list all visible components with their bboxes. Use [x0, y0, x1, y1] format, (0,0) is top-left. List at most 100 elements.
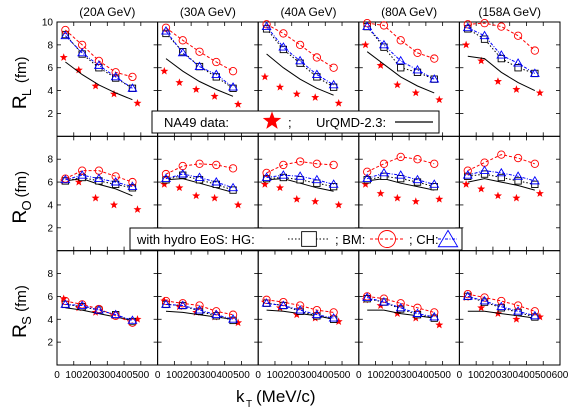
axis-labels: 2 4 6 8 10 2 4 6 8 2 4 6 8 (20A GeV) (30A GeV) (40A GeV…	[10, 5, 569, 410]
point-star	[110, 200, 118, 209]
legend-hg-label: with hydro EoS: HG:	[136, 232, 255, 247]
legend-data-model: NA49 data: ; UrQMD-2.3:	[151, 110, 440, 134]
point-triangle	[462, 291, 473, 300]
point-star	[376, 61, 385, 69]
series-line-triangle	[467, 170, 535, 182]
point-star	[334, 317, 343, 325]
energy-label: (80A GeV)	[381, 5, 437, 19]
y-tick-label: 10	[42, 18, 54, 29]
series-line-triangle	[165, 30, 234, 88]
legend-bm-label: ; BM:	[335, 232, 365, 247]
point-star	[334, 98, 343, 107]
point-triangle	[295, 55, 306, 65]
point-circle	[430, 159, 439, 168]
point-triangle	[462, 170, 473, 179]
y-tick-label: 8	[47, 155, 53, 166]
y-label-unit: (fm)	[13, 285, 30, 312]
point-circle	[228, 310, 238, 319]
point-triangle	[479, 30, 490, 40]
x-tick-label: 600	[552, 370, 569, 381]
point-triangle	[311, 174, 322, 184]
point-triangle	[362, 292, 373, 301]
point-circle	[530, 46, 539, 55]
point-triangle	[228, 314, 239, 323]
point-triangle	[328, 79, 339, 89]
point-triangle	[127, 181, 138, 191]
energy-label: (40A GeV)	[280, 5, 336, 19]
point-circle	[430, 54, 439, 63]
point-star	[411, 197, 420, 205]
point-star	[91, 193, 100, 202]
point-circle	[396, 36, 405, 45]
series-line-circle	[467, 293, 535, 312]
x-label-sub: T	[246, 399, 252, 410]
point-triangle	[278, 300, 289, 309]
y-label-unit: (fm)	[13, 171, 30, 198]
panel-frame	[56, 21, 159, 137]
point-triangle	[429, 74, 440, 83]
series-line-circle	[467, 22, 536, 51]
y-label-sub: O	[19, 200, 34, 210]
series-line-triangle	[65, 303, 133, 321]
point-circle	[363, 167, 372, 176]
series-line-circle	[467, 154, 535, 172]
point-star	[91, 81, 100, 90]
x-tick-label: 200	[485, 370, 502, 381]
series-line-square	[266, 302, 334, 320]
star-icon	[262, 111, 282, 129]
point-triangle	[479, 165, 490, 175]
point-circle	[513, 301, 523, 310]
point-triangle	[261, 21, 272, 30]
point-star	[59, 53, 68, 61]
point-triangle	[60, 299, 71, 308]
series-line-triangle	[266, 26, 334, 86]
point-triangle	[311, 309, 322, 319]
legend-ch-label: ; CH:	[409, 232, 439, 247]
x-tick-label: 200	[283, 370, 300, 381]
point-triangle	[177, 300, 188, 309]
series-line-line	[165, 58, 234, 97]
point-star	[435, 320, 444, 329]
point-star	[477, 303, 486, 312]
point-star	[361, 40, 370, 49]
point-star	[210, 193, 219, 202]
point-circle	[379, 294, 389, 303]
y-label-sub: S	[19, 316, 34, 325]
series-line-circle	[165, 27, 234, 72]
point-star	[276, 82, 284, 91]
point-triangle	[311, 69, 322, 78]
point-triangle	[378, 39, 389, 49]
point-triangle	[412, 174, 423, 184]
point-triangle	[429, 311, 440, 321]
point-circle	[78, 166, 87, 175]
point-circle	[497, 296, 506, 306]
point-square	[212, 180, 220, 189]
point-star	[535, 312, 544, 321]
point-square	[480, 170, 489, 178]
point-circle	[530, 159, 539, 168]
y-label-main: R	[10, 210, 31, 224]
point-square	[195, 176, 204, 184]
point-circle	[497, 150, 506, 159]
x-tick-label: 500	[334, 370, 351, 381]
x-tick-label: 300	[501, 370, 518, 381]
point-star	[535, 189, 544, 197]
series-line-circle	[266, 299, 334, 313]
point-star	[276, 183, 284, 192]
point-square	[229, 186, 237, 194]
point-circle	[111, 68, 120, 77]
point-circle	[497, 22, 506, 31]
point-square	[313, 179, 321, 187]
point-star	[435, 95, 444, 104]
point-circle	[212, 160, 221, 170]
point-circle	[430, 308, 439, 317]
point-triangle	[110, 309, 121, 319]
point-triangle	[496, 50, 507, 59]
point-square	[380, 43, 388, 51]
point-triangle	[110, 71, 121, 81]
point-triangle	[228, 182, 239, 192]
series-line-square	[467, 28, 535, 74]
point-triangle	[529, 175, 540, 185]
square-icon	[301, 231, 317, 247]
point-star	[175, 183, 184, 192]
